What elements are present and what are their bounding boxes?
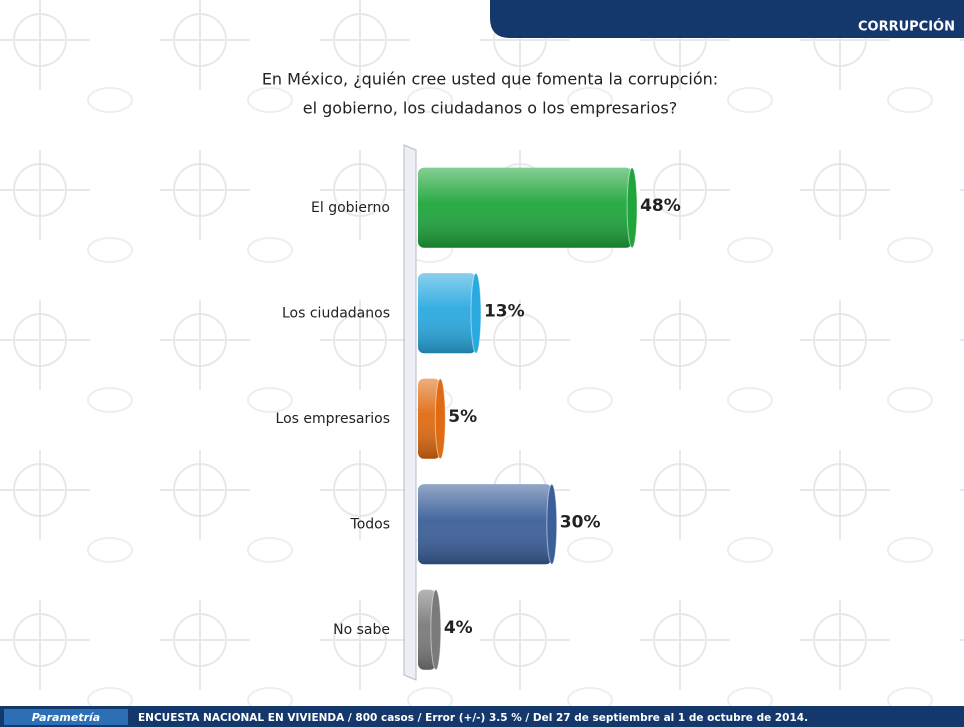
- footer-bar: [0, 706, 964, 727]
- bar-shine: [418, 484, 552, 565]
- category-label: Los ciudadanos: [282, 305, 390, 321]
- bar-end: [546, 483, 558, 565]
- bar-end: [434, 378, 446, 460]
- chart-title: En México, ¿quién cree usted que fomenta…: [262, 70, 718, 89]
- category-label: Los empresarios: [276, 411, 390, 427]
- bar-end: [470, 272, 482, 354]
- bar-end: [626, 167, 638, 249]
- brand: Parametría: [32, 711, 100, 724]
- category-label: No sabe: [333, 622, 390, 638]
- footer-note: ENCUESTA NACIONAL EN VIVIENDA / 800 caso…: [138, 712, 808, 724]
- bar-shine: [418, 167, 633, 248]
- category-label: El gobierno: [311, 200, 390, 216]
- bar-end: [430, 589, 442, 671]
- brand-box: [4, 709, 128, 725]
- value-label: 13%: [484, 301, 525, 321]
- value-label: 48%: [640, 196, 681, 216]
- header-tab: [490, 0, 964, 38]
- axis-wall: [403, 144, 417, 681]
- bar-shine: [418, 273, 476, 354]
- bar-shine: [418, 378, 441, 459]
- value-label: 5%: [448, 407, 477, 427]
- section-title: CORRUPCIÓN: [858, 19, 955, 35]
- value-label: 30%: [560, 512, 601, 532]
- category-label: Todos: [350, 516, 390, 532]
- chart-title: el gobierno, los ciudadanos o los empres…: [303, 99, 677, 118]
- value-label: 4%: [444, 618, 473, 638]
